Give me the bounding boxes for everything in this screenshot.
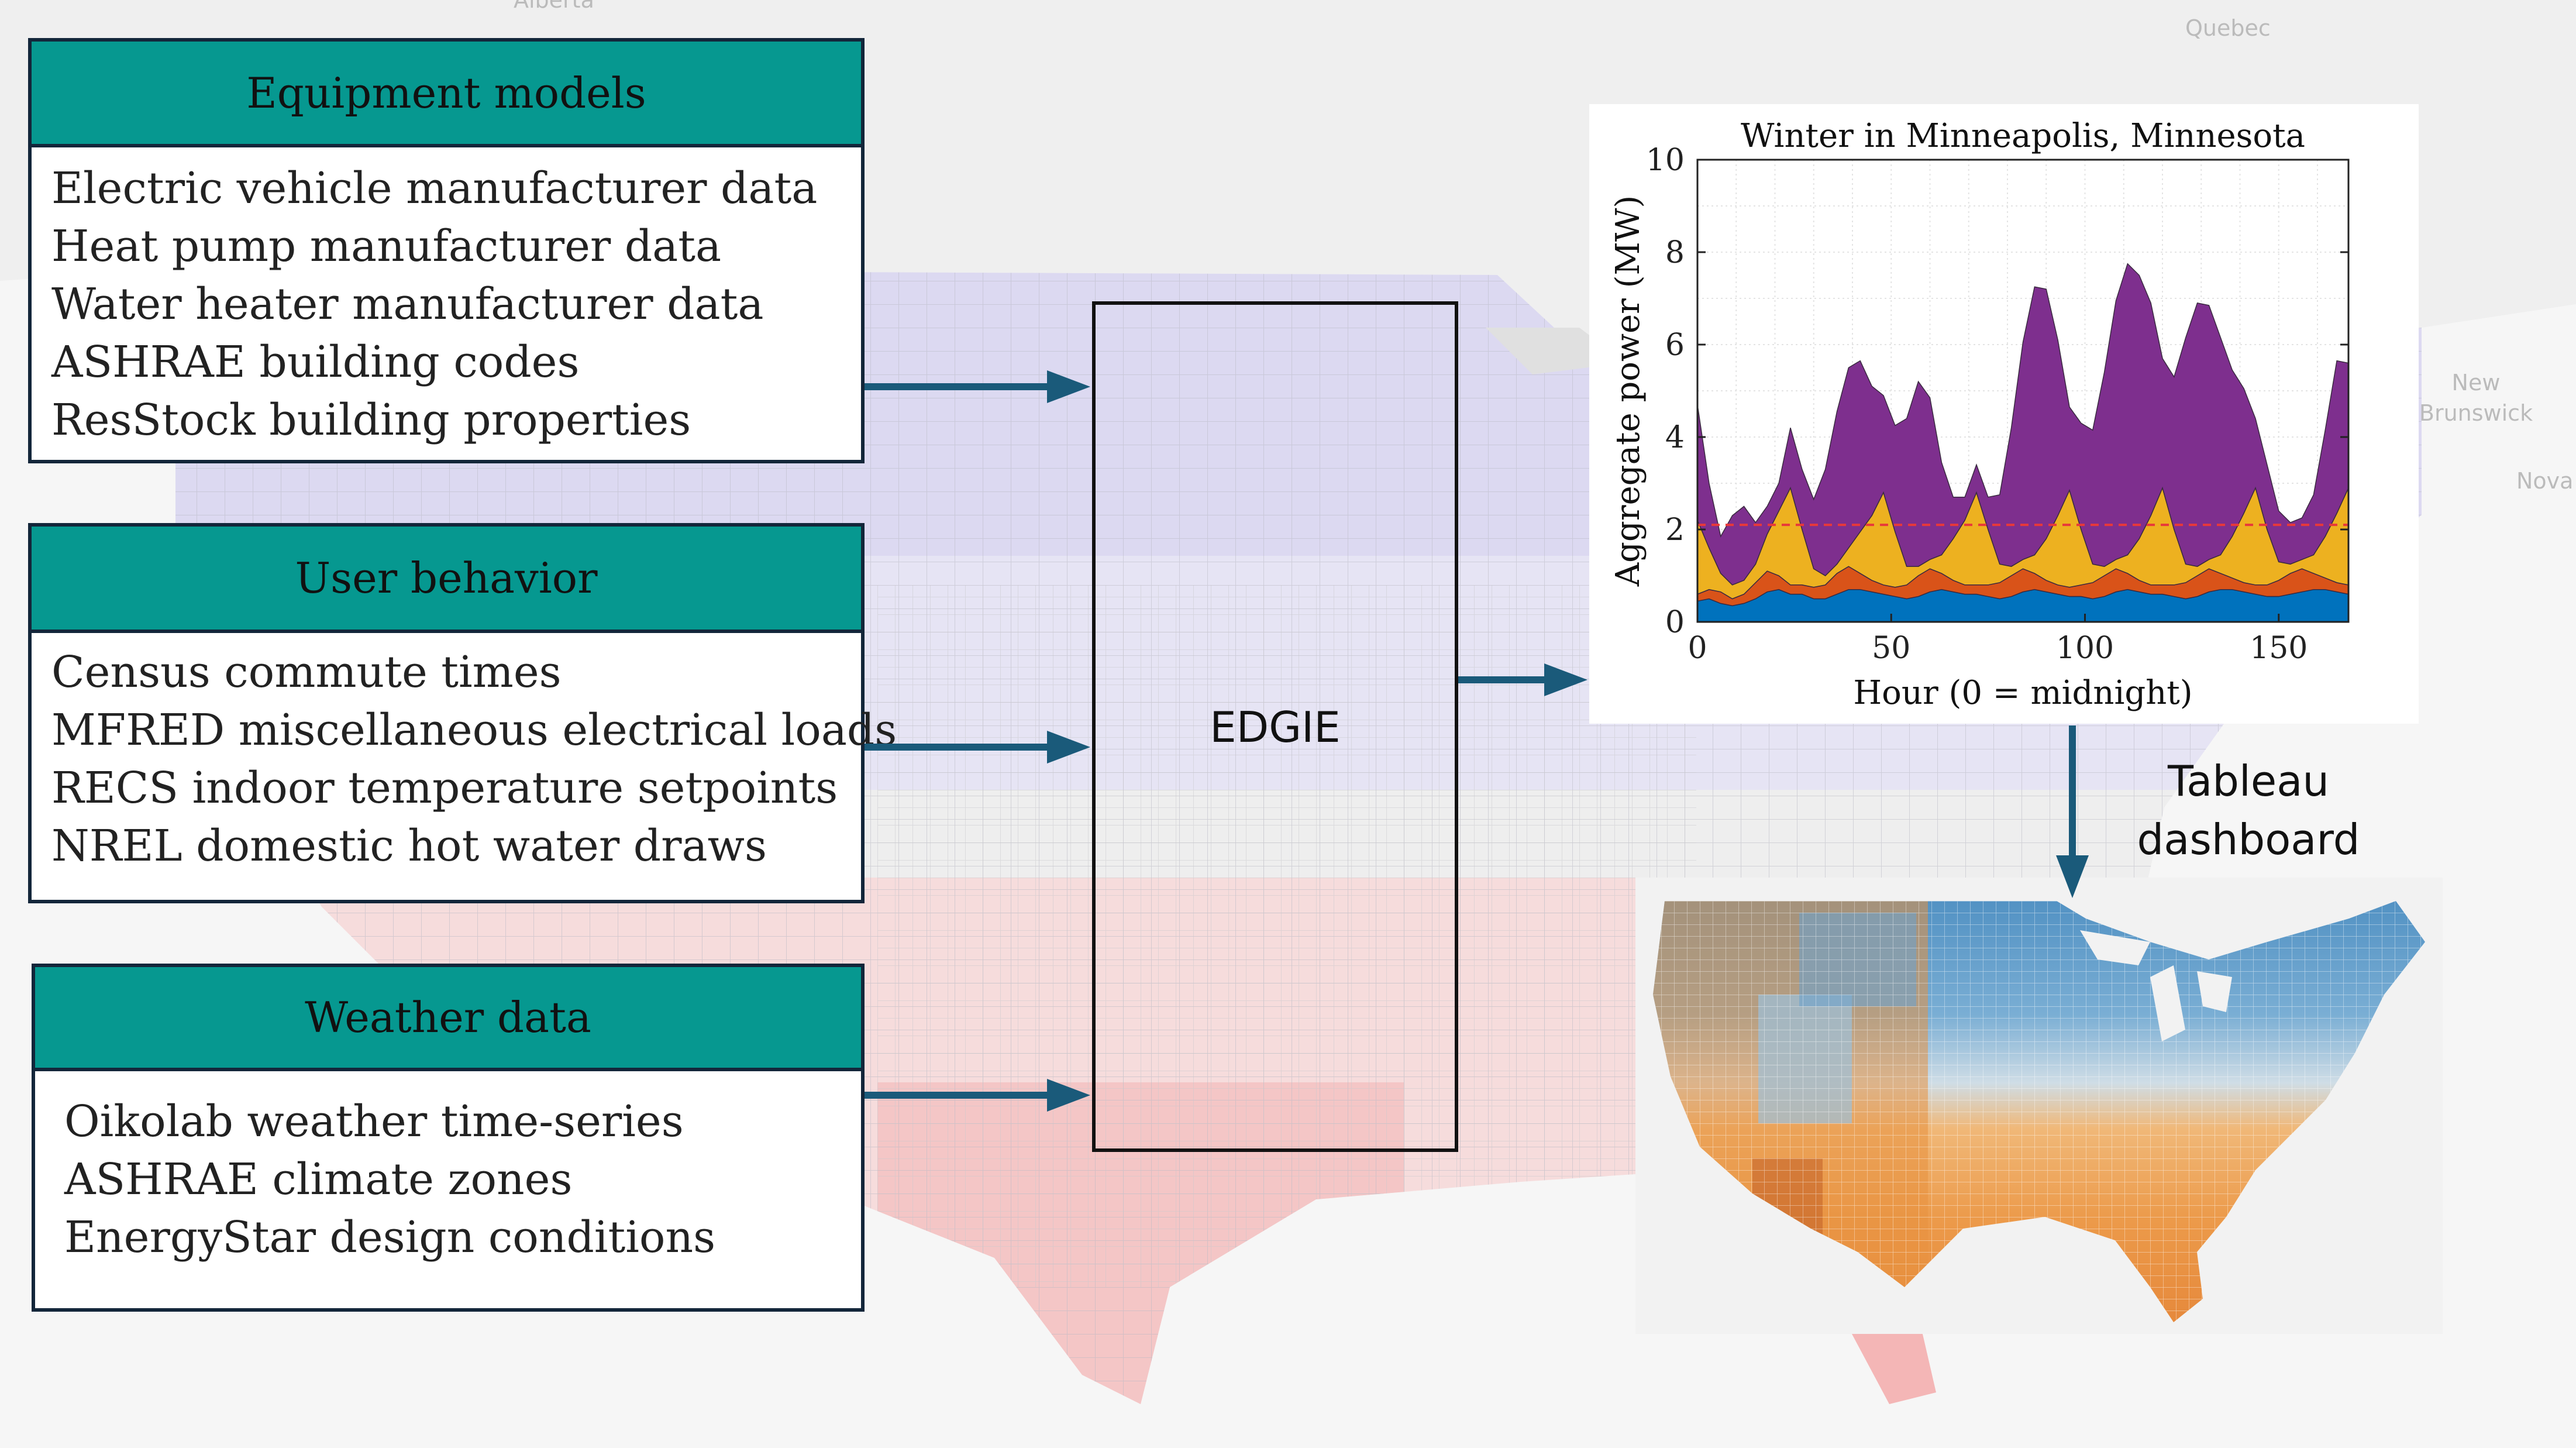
tableau-label-line1: Tableau: [2168, 756, 2329, 806]
tableau-dashboard-map: [1635, 878, 2443, 1334]
edgie-label: EDGIE: [1210, 703, 1341, 752]
user-behavior-list: Census commute times MFRED miscellaneous…: [51, 644, 897, 875]
list-item: ASHRAE building codes: [51, 337, 580, 387]
edgie-model-box: EDGIE: [1092, 301, 1458, 1152]
user-behavior-header: User behavior: [32, 527, 861, 633]
list-item: ResStock building properties: [51, 395, 691, 445]
equipment-models-header: Equipment models: [32, 42, 861, 147]
y-tick-label: 2: [1665, 513, 1685, 548]
y-axis-label: Aggregate power (MW): [1609, 195, 1647, 587]
chart-title: Winter in Minneapolis, Minnesota: [1741, 117, 2305, 155]
place-label-new-brunswick: New Brunswick: [2419, 370, 2533, 426]
tableau-label-line2: dashboard: [2137, 815, 2360, 864]
equipment-models-list: Electric vehicle manufacturer data Heat …: [51, 160, 855, 449]
chart-panel: 0 50 100 150 0 2 4 6 8 10 Winter in Minneapolis, M…: [1589, 104, 2419, 724]
x-tick-label: 150: [2250, 631, 2308, 666]
list-item: Heat pump manufacturer data: [51, 221, 722, 271]
weather-data-header: Weather data: [35, 967, 861, 1071]
list-item: RECS indoor temperature setpoints: [51, 763, 838, 813]
axes-frame: [1696, 159, 2350, 623]
weather-data-box: Weather data Oikolab weather time-series…: [32, 964, 865, 1312]
list-item: NREL domestic hot water draws: [51, 821, 767, 871]
list-item: MFRED miscellaneous electrical loads: [51, 705, 897, 755]
x-tick-label: 100: [2056, 631, 2114, 666]
y-tick-label: 6: [1665, 328, 1685, 363]
list-item: ASHRAE climate zones: [64, 1154, 573, 1205]
place-label-alberta: Alberta: [514, 0, 594, 13]
x-axis-label: Hour (0 = midnight): [1853, 674, 2192, 712]
equipment-models-box: Equipment models Electric vehicle manufa…: [28, 38, 865, 463]
tableau-dashboard-label: Tableau dashboard: [2105, 752, 2392, 869]
user-behavior-box: User behavior Census commute times MFRED…: [28, 523, 897, 903]
place-label-quebec: Quebec: [2185, 15, 2271, 41]
load-profile-chart: 0 50 100 150 0 2 4 6 8 10 Winter in Minneapolis, M…: [1609, 117, 2350, 712]
list-item: Census commute times: [51, 647, 562, 697]
weather-data-list: Oikolab weather time-series ASHRAE clima…: [64, 1093, 855, 1267]
x-tick-label: 0: [1688, 631, 1707, 666]
list-item: Electric vehicle manufacturer data: [51, 163, 818, 214]
y-tick-label: 10: [1646, 143, 1685, 178]
list-item: Oikolab weather time-series: [64, 1096, 684, 1147]
list-item: Water heater manufacturer data: [51, 279, 764, 329]
x-tick-label: 50: [1872, 631, 1910, 666]
y-tick-label: 8: [1665, 235, 1685, 270]
y-tick-label: 4: [1665, 420, 1685, 455]
y-tick-label: 0: [1665, 605, 1685, 640]
list-item: EnergyStar design conditions: [64, 1212, 716, 1263]
place-label-nova: Nova: [2516, 468, 2574, 494]
